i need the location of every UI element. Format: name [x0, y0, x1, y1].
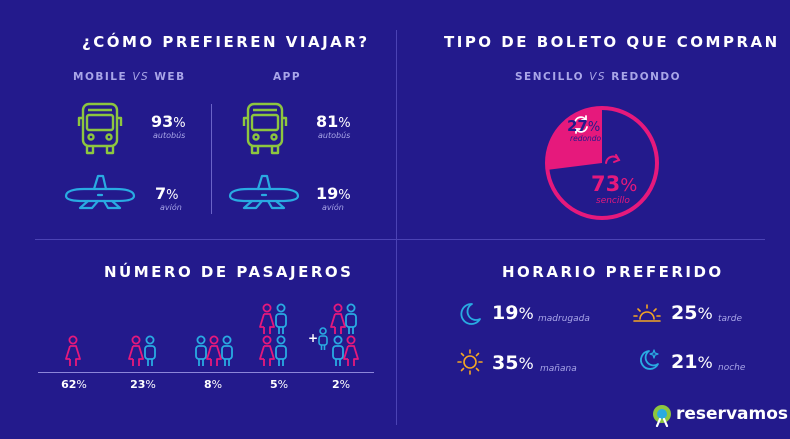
man-icon: [345, 303, 357, 335]
schedule-pct-madrugada: 19%: [492, 302, 534, 324]
passengers-title: NÚMERO DE PASAJEROS: [104, 263, 354, 281]
woman-icon: [259, 303, 275, 335]
single-label: SENCILLO: [515, 71, 585, 83]
mw-plane-label: avión: [160, 203, 182, 212]
plus-sign: +: [308, 331, 319, 345]
passengers-pct-5: 2%: [331, 378, 351, 391]
woman-icon: [65, 335, 81, 367]
man-icon: [144, 335, 156, 367]
vs-label: VS: [132, 71, 150, 83]
brand-name: reservamos: [676, 404, 789, 424]
sunset-icon: [633, 304, 661, 322]
mw-bus-label: autobús: [153, 131, 186, 140]
plane-icon: [228, 174, 300, 210]
sun-icon: [457, 349, 483, 375]
round-label: REDONDO: [611, 71, 682, 83]
woman-icon: [343, 335, 359, 367]
vertical-divider: [396, 30, 397, 425]
man-icon: [332, 335, 344, 367]
passengers-pct-2: 23%: [130, 378, 156, 391]
app-bus-label: autobús: [318, 131, 351, 140]
mobile-label: MOBILE: [73, 71, 128, 83]
schedule-title: HORARIO PREFERIDO: [502, 263, 724, 281]
moon-icon: [460, 303, 481, 325]
woman-icon: [330, 303, 346, 335]
schedule-label-manana: mañana: [540, 364, 577, 374]
app-plane-pct: 19%: [316, 184, 351, 203]
travel-column-divider: [211, 104, 212, 214]
plane-icon: [64, 174, 136, 210]
schedule-pct-tarde: 25%: [671, 302, 713, 324]
man-icon: [275, 335, 287, 367]
woman-icon: [128, 335, 144, 367]
passengers-baseline: [38, 372, 374, 373]
passengers-pct-4: 5%: [269, 378, 289, 391]
app-bus-pct: 81%: [316, 112, 351, 131]
ticket-pie-chart: [545, 106, 659, 220]
passengers-pct-3: 8%: [203, 378, 223, 391]
moon-stars-icon: [640, 349, 659, 370]
schedule-label-tarde: tarde: [718, 314, 742, 324]
single-pct: 73%: [591, 172, 638, 196]
round-pct: 27%: [567, 117, 601, 135]
passengers-pct-1: 62%: [61, 378, 87, 391]
one-way-icon: [605, 154, 621, 164]
horizontal-divider: [35, 239, 765, 240]
schedule-label-madrugada: madrugada: [538, 314, 590, 324]
mw-plane-pct: 7%: [155, 184, 179, 203]
vs-label: VS: [589, 71, 607, 83]
schedule-pct-manana: 35%: [492, 352, 534, 374]
man-icon: [195, 335, 207, 367]
pie-round-slice: [546, 108, 602, 170]
ticket-title: TIPO DE BOLETO QUE COMPRAN: [444, 33, 780, 51]
bus-icon: [242, 102, 288, 155]
schedule-pct-noche: 21%: [671, 351, 713, 373]
round-label: redondo: [570, 134, 602, 143]
man-icon: [221, 335, 233, 367]
single-label: sencillo: [596, 196, 630, 206]
passengers-people-icons: [65, 303, 359, 367]
web-label: WEB: [154, 71, 186, 83]
app-plane-label: avión: [322, 203, 344, 212]
kid-icon: [318, 327, 328, 351]
mw-bus-pct: 93%: [151, 112, 186, 131]
woman-icon: [206, 335, 222, 367]
mobile-web-subtitle: MOBILE VS WEB: [73, 71, 186, 83]
ticket-subtitle: SENCILLO VS REDONDO: [515, 71, 681, 83]
woman-icon: [259, 335, 275, 367]
travel-title: ¿CÓMO PREFIEREN VIAJAR?: [82, 33, 370, 51]
round-trip-icon: [574, 115, 588, 134]
reservamos-logo-icon: [653, 405, 671, 427]
app-subtitle: APP: [273, 71, 302, 83]
bus-icon: [77, 102, 123, 155]
schedule-label-noche: noche: [718, 363, 746, 373]
man-icon: [275, 303, 287, 335]
